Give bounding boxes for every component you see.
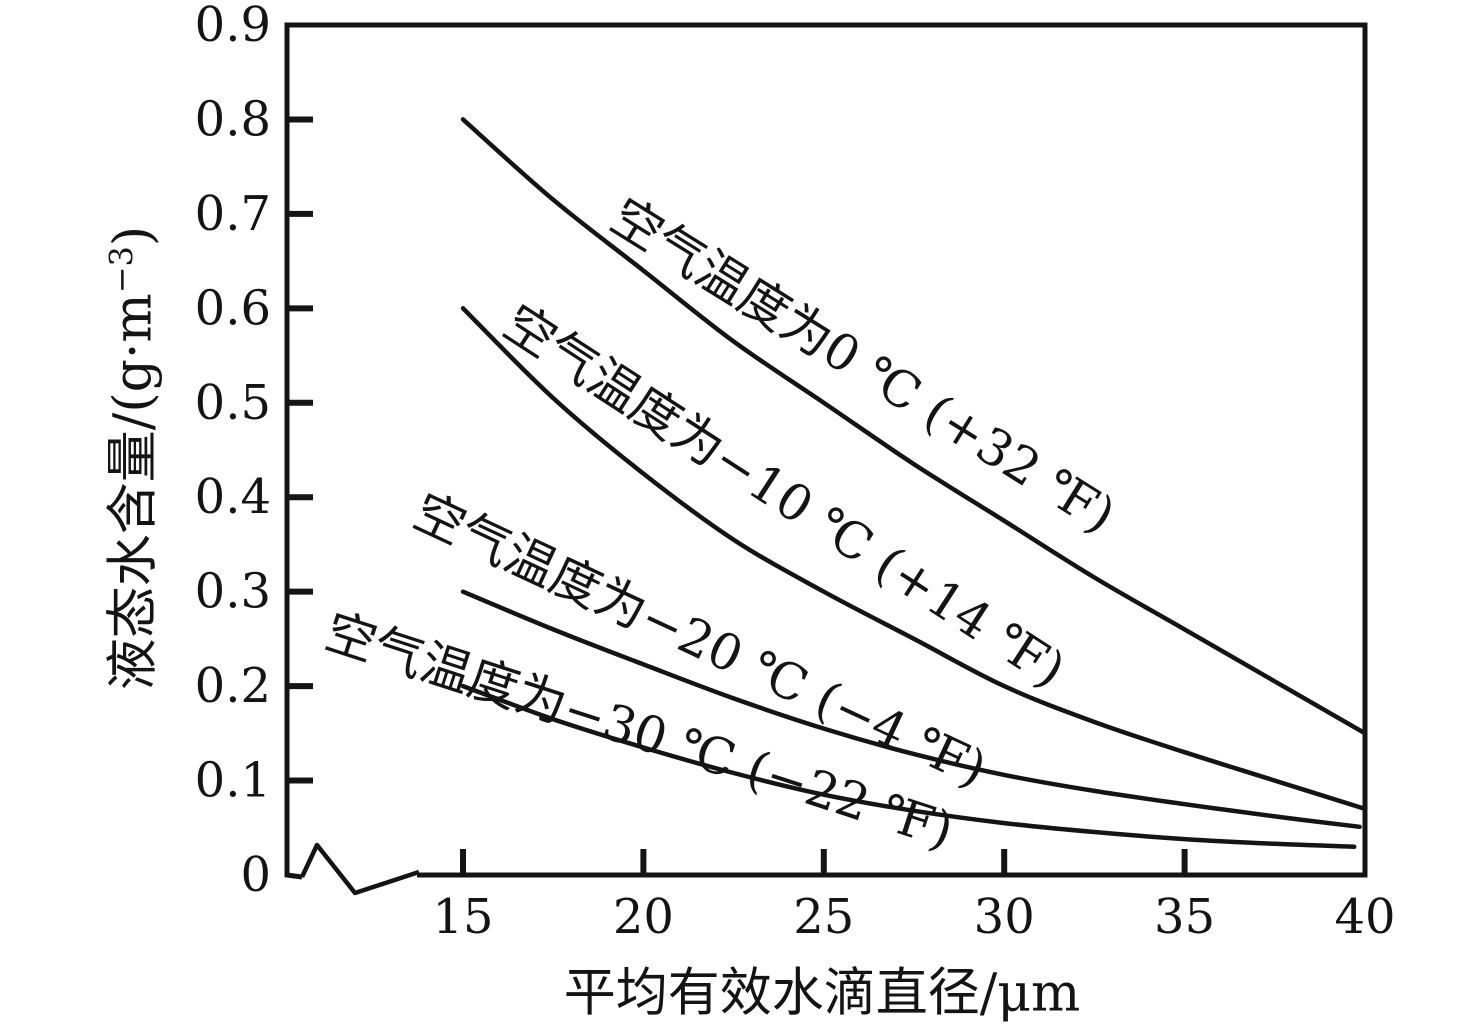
- y-tick-label-0.4: 0.4: [195, 469, 271, 525]
- x-tick-label-40: 40: [1334, 889, 1395, 945]
- curve-label-air-temp-0C: 空气温度为0 ℃ (+32 ℉): [601, 187, 1126, 545]
- y-tick-label-0.3: 0.3: [195, 564, 271, 620]
- y-tick-label-0.9: 0.9: [195, 0, 271, 53]
- x-axis-break-mark: [299, 842, 420, 896]
- curve-air-temp-minus-10C: [460, 306, 1368, 812]
- y-axis-title-text: 液态水含量/(g·m: [103, 293, 164, 691]
- y-tick-label-0.6: 0.6: [195, 280, 271, 336]
- x-tick-label-20: 20: [613, 889, 674, 945]
- plot-border: [284, 22, 1368, 880]
- x-tick-label-30: 30: [974, 889, 1035, 945]
- y-tick-label-0.1: 0.1: [195, 753, 271, 809]
- y-tick-label-0.5: 0.5: [195, 375, 271, 431]
- curve-air-temp-minus-20C: [460, 589, 1362, 830]
- y-tick-label-0: 0: [240, 847, 271, 903]
- y-axis-title: 液态水含量/(g·m−3): [91, 226, 166, 690]
- curve-air-temp-minus-30C: [460, 683, 1357, 849]
- y-axis-title-suffix: ): [103, 225, 164, 247]
- y-tick-label-0.2: 0.2: [195, 658, 271, 714]
- y-axis-title-superscript: −3: [102, 246, 141, 294]
- x-axis-title: 平均有效水滴直径/μm: [563, 963, 1081, 1024]
- x-tick-label-35: 35: [1154, 889, 1215, 945]
- y-tick-label-0.8: 0.8: [195, 91, 271, 147]
- curve-air-temp-0C: [460, 117, 1368, 736]
- x-tick-label-15: 15: [432, 889, 493, 945]
- x-tick-label-25: 25: [793, 889, 854, 945]
- y-tick-label-0.7: 0.7: [195, 186, 271, 242]
